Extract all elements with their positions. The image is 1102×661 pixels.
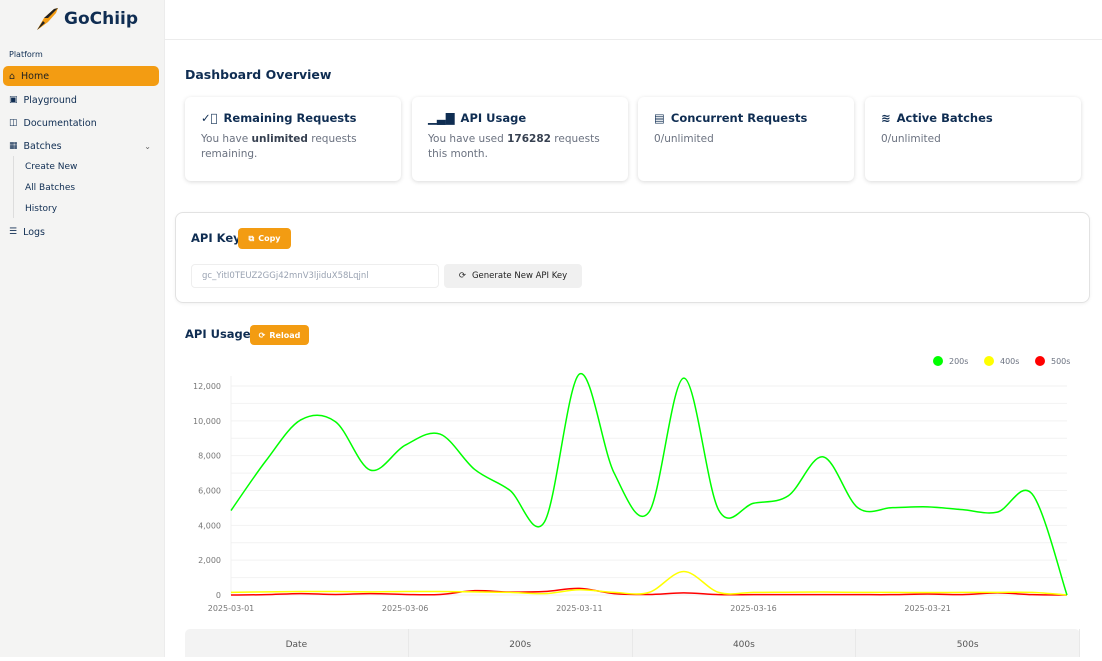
card-title: API Usage [461,111,527,125]
sidebar-subitem-history[interactable]: History [25,204,57,214]
card-title: Concurrent Requests [671,111,807,125]
batches-icon: ▦ [9,141,18,151]
card-text: You have unlimited requests remaining. [201,132,385,162]
card-title: Active Batches [897,111,993,125]
calendar-icon: ▤ [654,111,665,125]
book-open-icon: ◫ [9,118,18,128]
sidebar-item-batches[interactable]: ▦ Batches ⌄ [3,136,159,156]
sidebar-item-label: Logs [23,227,45,238]
sidebar-item-playground[interactable]: ▣ Playground [3,90,159,110]
brand-name: GoChiip [64,9,138,29]
reload-button[interactable]: ⟳Reload [250,325,309,345]
y-tick-label: 6,000 [198,487,221,496]
sidebar-item-label: Home [21,71,49,82]
api-usage-chart: 0 2,000 4,000 6,000 8,000 10,000 12,000 2025-03… [180,350,1080,615]
section-label: Platform [9,50,43,59]
x-tick-label: 2025-03-01 [208,604,255,613]
logo-bird-icon [34,6,60,32]
y-tick-label: 8,000 [198,452,221,461]
y-tick-label: 4,000 [198,521,221,530]
sidebar-item-home[interactable]: ⌂ Home [3,66,159,86]
submenu-divider [13,156,14,218]
copy-icon: ⧉ [248,234,254,244]
column-header-500s[interactable]: 500s [856,629,1080,657]
logo[interactable]: GoChiip [34,6,138,32]
refresh-icon: ⟳ [259,331,266,340]
x-tick-label: 2025-03-06 [382,604,429,613]
check-circle-icon: ✓⃝ [201,111,218,125]
api-key-panel: API Key ⧉Copy ⟳Generate New API Key [175,212,1090,303]
card-text: 0/unlimited [881,132,1065,147]
copy-button[interactable]: ⧉Copy [238,228,291,249]
refresh-icon: ⟳ [459,271,466,281]
column-header-400s[interactable]: 400s [633,629,857,657]
home-icon: ⌂ [9,71,15,82]
y-tick-label: 12,000 [193,382,221,391]
generate-api-key-button[interactable]: ⟳Generate New API Key [444,264,582,288]
y-tick-label: 2,000 [198,556,221,565]
card-title: Remaining Requests [224,111,357,125]
usage-table-header: Date 200s 400s 500s [185,629,1080,657]
sidebar: GoChiip Platform ⌂ Home ▣ Playground ◫ Docu… [0,0,165,657]
x-tick-label: 2025-03-21 [904,604,951,613]
card-api-usage: ▁▃▇ API Usage You have used 176282 reques… [412,97,628,181]
sidebar-item-logs[interactable]: ☰ Logs [3,222,159,242]
bar-chart-icon: ▁▃▇ [428,111,455,125]
column-header-200s[interactable]: 200s [409,629,633,657]
top-bar [165,0,1102,40]
y-tick-label: 10,000 [193,417,221,426]
column-header-date[interactable]: Date [185,629,409,657]
list-icon: ☰ [9,227,17,237]
api-usage-title: API Usage [185,327,251,341]
card-text: 0/unlimited [654,132,838,147]
card-remaining-requests: ✓⃝ Remaining Requests You have unlimited … [185,97,401,181]
series-line-400s [231,571,1067,595]
sidebar-item-label: Batches [24,141,62,152]
card-concurrent-requests: ▤ Concurrent Requests 0/unlimited [638,97,854,181]
sidebar-subitem-all-batches[interactable]: All Batches [25,183,75,193]
api-key-title: API Key [191,231,241,245]
chevron-down-icon[interactable]: ⌄ [144,142,151,151]
x-tick-label: 2025-03-16 [730,604,777,613]
x-tick-label: 2025-03-11 [556,604,603,613]
page-title: Dashboard Overview [185,67,331,82]
sidebar-item-label: Playground [24,95,77,106]
card-text: You have used 176282 requests this month… [428,132,612,162]
series-line-200s [231,374,1067,595]
card-active-batches: ≋ Active Batches 0/unlimited [865,97,1081,181]
sidebar-item-documentation[interactable]: ◫ Documentation [3,113,159,133]
layers-icon: ≋ [881,111,891,125]
api-key-field[interactable] [191,264,439,288]
y-tick-label: 0 [216,591,221,600]
sidebar-subitem-create-new[interactable]: Create New [25,162,77,172]
terminal-icon: ▣ [9,95,18,105]
sidebar-item-label: Documentation [24,118,97,129]
